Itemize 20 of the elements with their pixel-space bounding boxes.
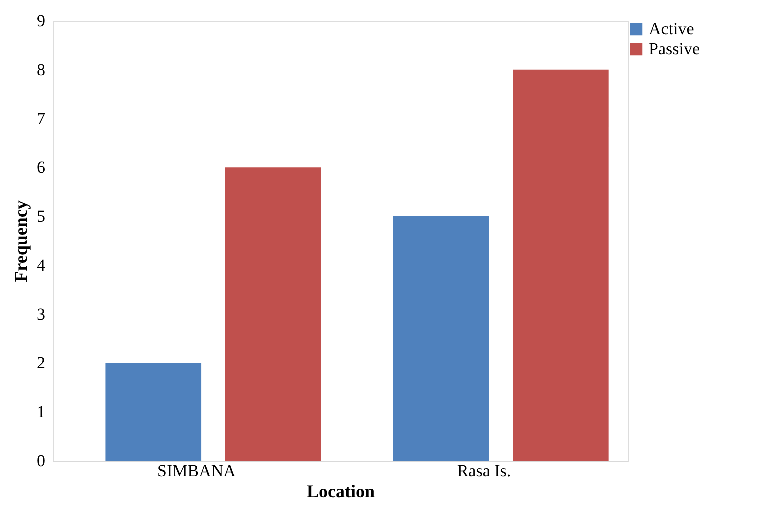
y-tick-label: 4	[37, 256, 46, 275]
y-tick-label: 5	[37, 207, 46, 226]
y-tick-label: 3	[37, 304, 46, 324]
legend-label: Active	[649, 20, 694, 38]
y-axis-title: Frequency	[11, 200, 31, 282]
y-tick-label: 6	[37, 158, 46, 178]
x-tick-label: Rasa Is.	[457, 462, 512, 480]
y-tick-label: 0	[37, 452, 46, 470]
x-tick-label: SIMBANA	[158, 462, 237, 480]
x-axis-title: Location	[306, 482, 376, 502]
bar	[106, 363, 202, 461]
bar	[226, 168, 322, 461]
legend-label: Passive	[649, 40, 700, 58]
y-tick-label: 8	[37, 60, 46, 80]
y-tick-label: 2	[37, 354, 46, 373]
y-tick-label: 9	[37, 12, 46, 30]
bar	[513, 70, 609, 461]
y-tick-label: 1	[37, 402, 46, 422]
bar	[393, 216, 490, 461]
y-tick-label: 7	[37, 109, 46, 128]
